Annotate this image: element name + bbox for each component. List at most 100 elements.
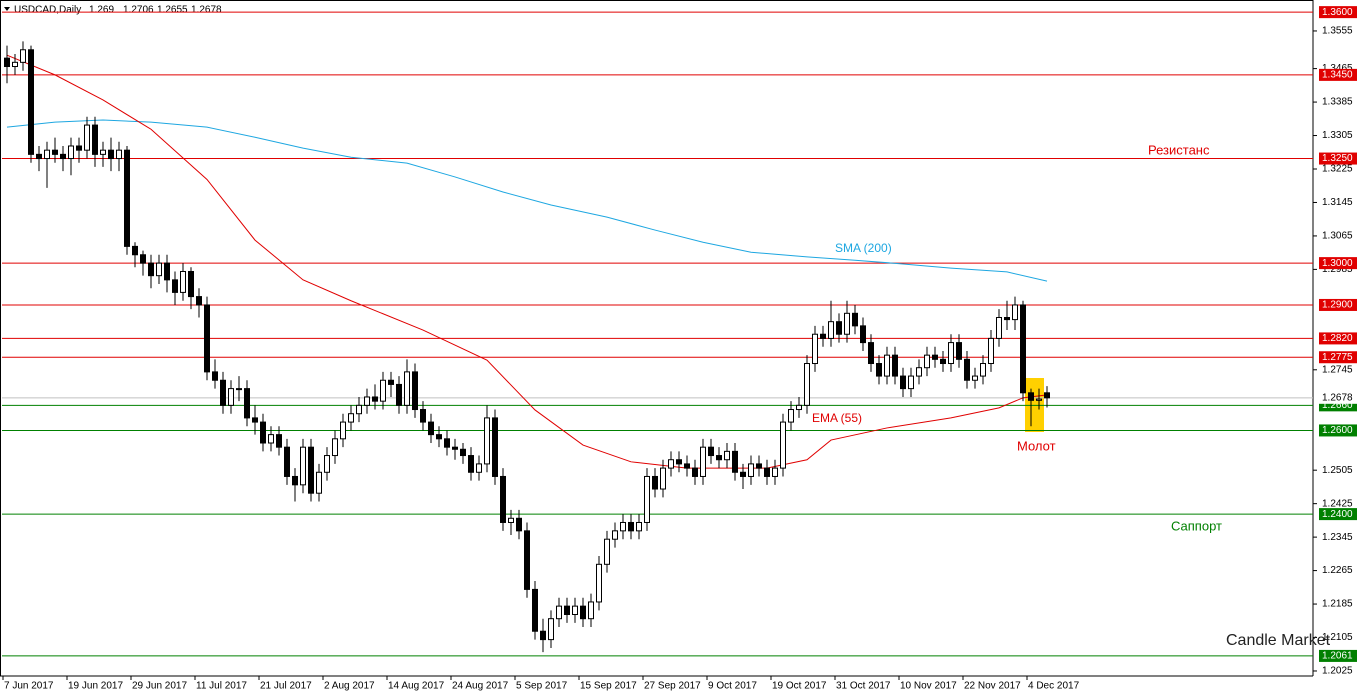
candle-body	[524, 530, 530, 590]
level-tag	[1319, 298, 1357, 311]
moving-average-line	[6, 119, 1048, 282]
candle-body	[308, 446, 314, 494]
candle-body	[260, 421, 266, 444]
candle-body	[100, 149, 106, 155]
last-price-label: 1.2678	[1322, 392, 1353, 403]
candle-body	[604, 538, 610, 565]
candle-body	[28, 49, 34, 155]
candle-body	[860, 325, 866, 344]
x-tick-label: 19 Jun 2017	[68, 681, 123, 692]
level-label: 1.2660	[1322, 400, 1353, 411]
candle-body	[956, 342, 962, 360]
candle-body	[1004, 317, 1010, 321]
x-tick-label: 2 Aug 2017	[324, 681, 375, 692]
candle-body	[356, 404, 362, 415]
candle-body	[108, 149, 114, 160]
level-tag	[1319, 6, 1357, 19]
candle-body	[692, 467, 698, 477]
y-tick-label: 1.2985	[1322, 264, 1353, 275]
candle-body	[716, 455, 722, 461]
candle-body	[236, 388, 242, 391]
candle-body	[892, 354, 898, 377]
candle-body	[900, 375, 906, 390]
y-tick-label: 1.3305	[1322, 130, 1353, 141]
level-label: 1.3250	[1322, 153, 1353, 164]
candle-body	[404, 371, 410, 406]
candle-body	[988, 337, 994, 365]
candle-body	[300, 446, 306, 486]
x-tick-label: 10 Nov 2017	[900, 681, 957, 692]
candle-body	[228, 388, 234, 406]
x-tick-label: 15 Sep 2017	[580, 681, 637, 692]
candle-body	[172, 279, 178, 293]
candle-body	[828, 321, 834, 339]
candle-body	[428, 421, 434, 436]
annotation: Резистанс	[1148, 142, 1210, 157]
candle-body	[4, 57, 10, 68]
candle-body	[580, 605, 586, 620]
candle-body	[948, 342, 954, 365]
y-tick-label: 1.2425	[1322, 498, 1353, 509]
candle-body	[972, 375, 978, 381]
x-tick-label: 21 Jul 2017	[260, 681, 312, 692]
candle-body	[700, 446, 706, 477]
y-tick-label: 1.3225	[1322, 164, 1353, 175]
header-low: 1.2655	[157, 5, 188, 16]
x-tick-label: 22 Nov 2017	[964, 681, 1021, 692]
candle-body	[940, 358, 946, 365]
symbol: USDCAD,Daily	[14, 5, 81, 16]
candle-body	[340, 421, 346, 440]
y-tick-label: 1.2185	[1322, 599, 1353, 610]
candle-body	[452, 446, 458, 450]
x-tick-label: 19 Oct 2017	[772, 681, 827, 692]
x-tick-label: 27 Sep 2017	[644, 681, 701, 692]
candle-body	[572, 605, 578, 616]
candle-body	[132, 245, 138, 256]
candle-body	[1028, 392, 1034, 401]
candle-body	[36, 153, 42, 160]
candle-body	[140, 254, 146, 264]
candle-body	[468, 455, 474, 473]
level-label: 1.2900	[1322, 300, 1353, 311]
candle-body	[1020, 304, 1026, 394]
candle-body	[76, 145, 82, 151]
candle-body	[476, 463, 482, 473]
x-tick-label: 5 Sep 2017	[516, 681, 568, 692]
candle-body	[732, 450, 738, 473]
candle-body	[196, 296, 202, 306]
candle-body	[804, 363, 810, 406]
candle-body	[908, 375, 914, 390]
candle-body	[676, 459, 682, 465]
x-tick-label: 31 Oct 2017	[836, 681, 891, 692]
candle-body	[780, 421, 786, 469]
candle-body	[540, 630, 546, 641]
candle-body	[748, 463, 754, 477]
candle-body	[460, 448, 466, 457]
x-tick-label: 29 Jun 2017	[132, 681, 187, 692]
candle-body	[492, 417, 498, 477]
level-label: 1.2820	[1322, 333, 1353, 344]
level-tag	[1319, 649, 1357, 662]
y-tick-label: 1.2265	[1322, 565, 1353, 576]
candle-body	[348, 413, 354, 423]
x-tick-label: 11 Jul 2017	[196, 681, 247, 692]
level-tag	[1319, 68, 1357, 81]
candle-body	[436, 434, 442, 440]
level-label: 1.2400	[1322, 509, 1353, 520]
candle-body	[532, 588, 538, 632]
moving-average-name: EMA (55)	[812, 411, 862, 425]
candle-body	[292, 475, 298, 486]
candle-body	[820, 333, 826, 339]
candle-body	[44, 149, 50, 160]
candle-body	[660, 467, 666, 490]
candle-body	[548, 618, 554, 641]
y-tick-label: 1.3385	[1322, 97, 1353, 108]
annotation: Саппорт	[1171, 518, 1222, 533]
candle-body	[380, 379, 386, 402]
candle-body	[188, 270, 194, 298]
candle-body	[740, 471, 746, 477]
candle-body	[284, 446, 290, 477]
candle-body	[396, 383, 402, 406]
x-tick-label: 14 Aug 2017	[388, 681, 445, 692]
